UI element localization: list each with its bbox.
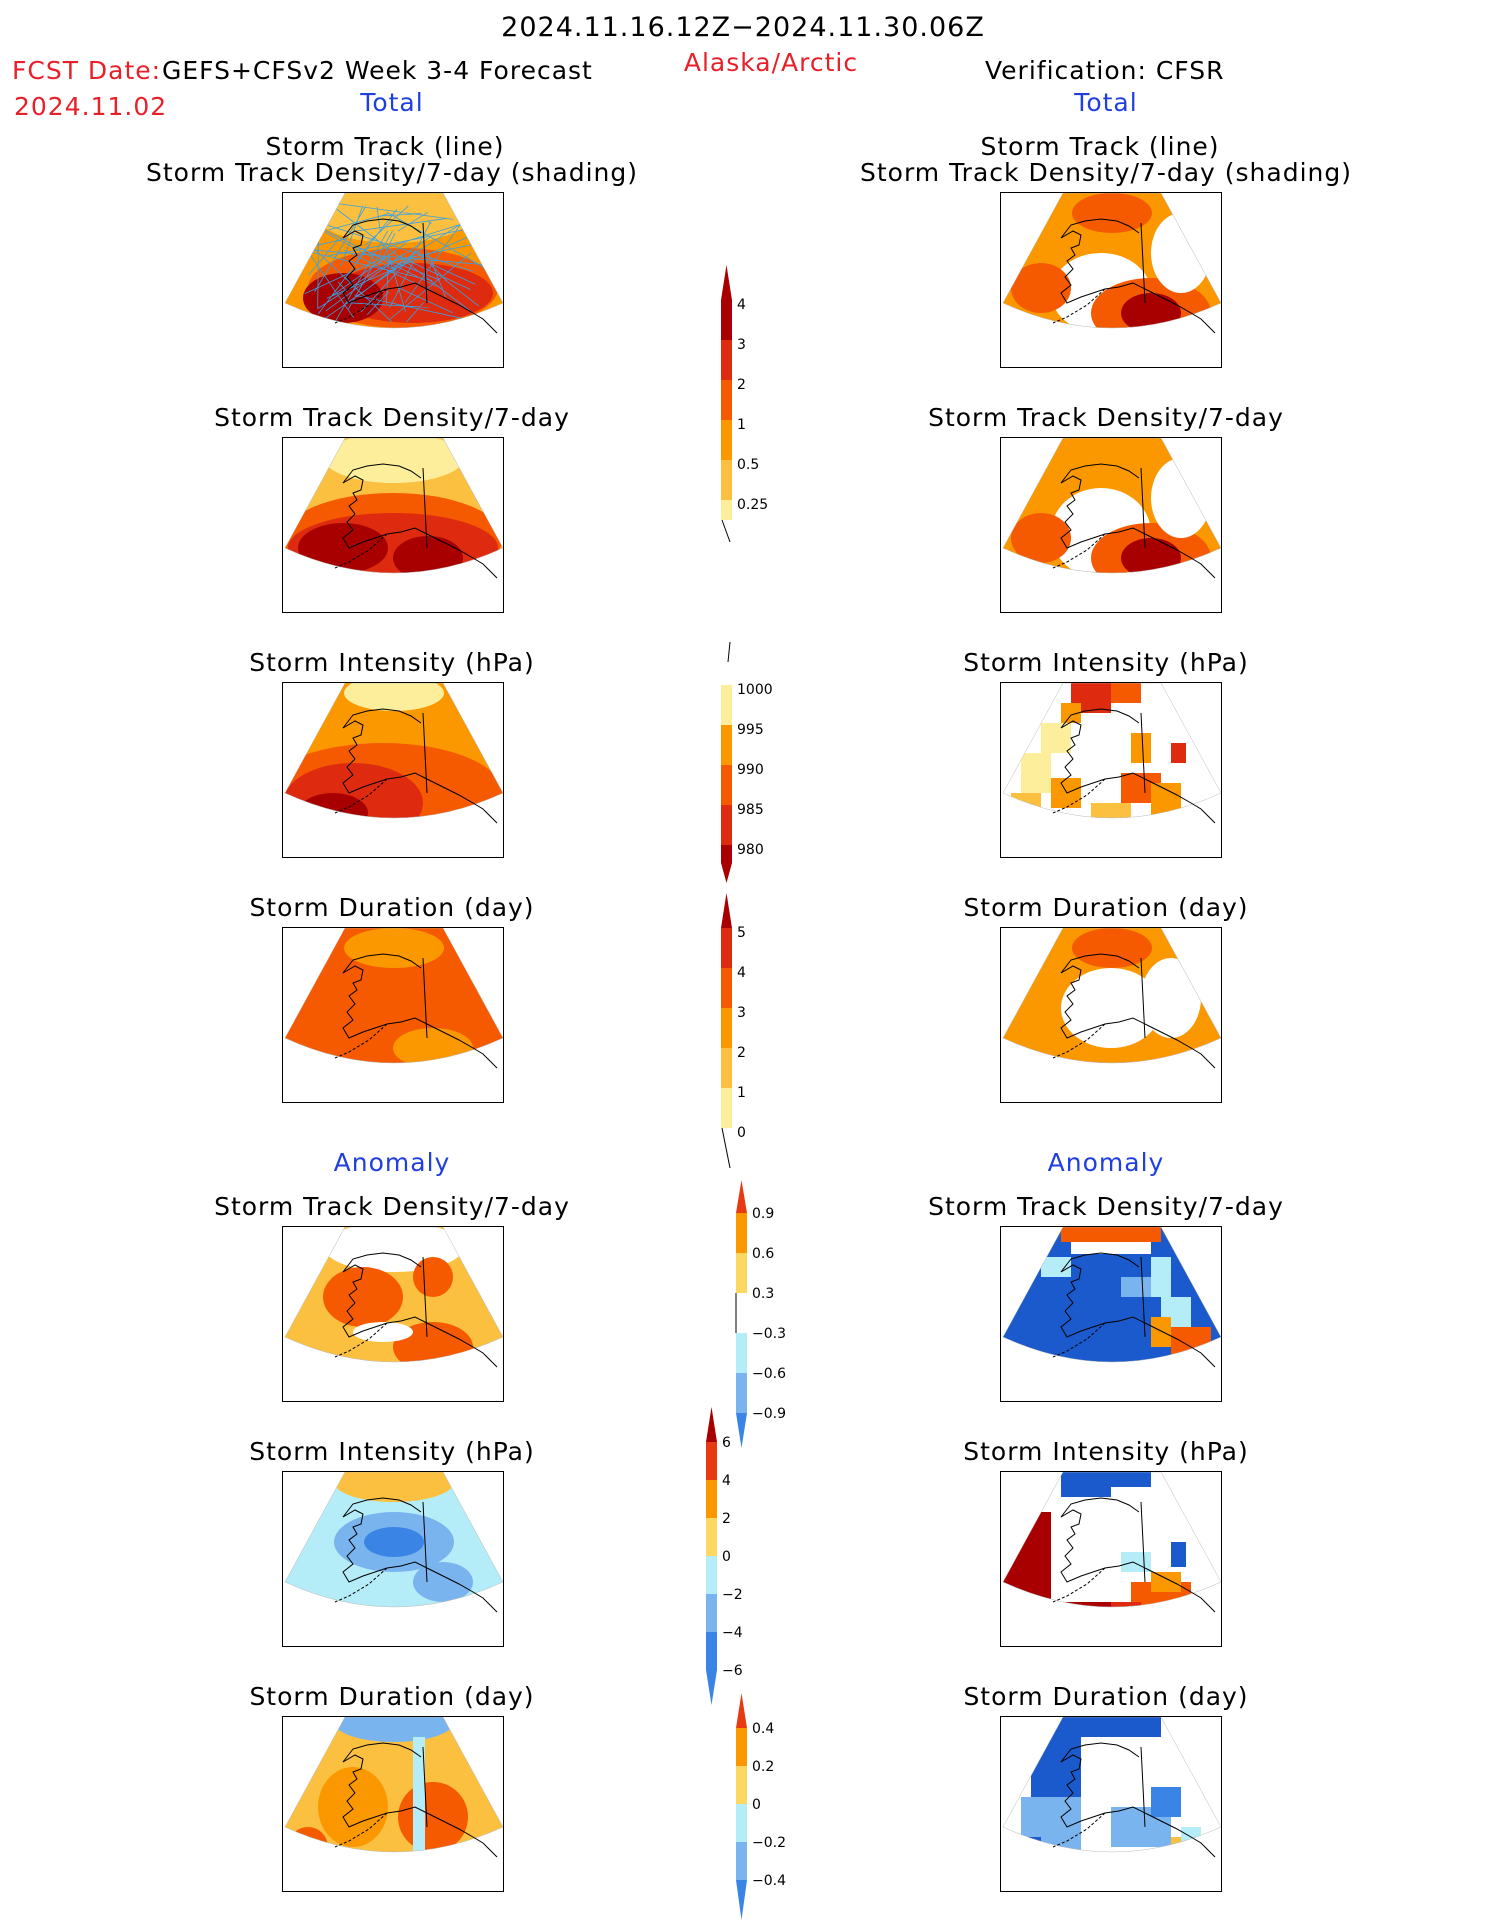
cb4-tick-3: −0.3 <box>752 1326 786 1342</box>
map-right-track <box>1000 192 1222 368</box>
cb3-tick-0: 5 <box>737 925 746 941</box>
cb5-tick-4: −2 <box>722 1587 743 1603</box>
left-intensity-title: Storm Intensity (hPa) <box>249 648 535 677</box>
left-density-anom-title: Storm Track Density/7-day <box>214 1192 570 1221</box>
cb5-tick-5: −4 <box>722 1625 743 1641</box>
colorbar-intensity-anom: 6 4 2 0 −2 −4 −6 <box>706 1407 743 1705</box>
cb3-tick-2: 3 <box>737 1005 746 1021</box>
map-right-intensity <box>1000 682 1222 858</box>
map-left-duration-anom <box>282 1716 504 1892</box>
cb4-tick-4: −0.6 <box>752 1366 786 1382</box>
cb1-tick-2: 2 <box>737 377 746 393</box>
cb2-tick-4: 980 <box>737 842 764 858</box>
map-right-density-anom <box>1000 1226 1222 1402</box>
cb6-tick-4: −0.4 <box>752 1873 786 1889</box>
right-density-title: Storm Track Density/7-day <box>928 403 1284 432</box>
cb5-tick-3: 0 <box>722 1549 731 1565</box>
fcst-date-value: 2024.11.02 <box>14 92 168 121</box>
right-duration-anom-title: Storm Duration (day) <box>963 1682 1249 1711</box>
cb1-tick-5: 0.25 <box>737 497 768 513</box>
right-track-title-2: Storm Track Density/7-day (shading) <box>859 158 1353 187</box>
colorbar-intensity-total: 1000 995 990 985 980 <box>721 641 773 883</box>
verification-label: Verification: CFSR <box>985 56 1225 85</box>
cb6-tick-3: −0.2 <box>752 1835 786 1851</box>
left-density-title: Storm Track Density/7-day <box>214 403 570 432</box>
cb5-tick-1: 4 <box>722 1473 731 1489</box>
cb2-tick-2: 990 <box>737 762 764 778</box>
right-anomaly-label: Anomaly <box>1047 1148 1165 1177</box>
cb1-tick-1: 3 <box>737 337 746 353</box>
cb2-tick-1: 995 <box>737 722 764 738</box>
cb5-tick-2: 2 <box>722 1511 731 1527</box>
cb3-tick-5: 0 <box>737 1125 746 1141</box>
right-intensity-title: Storm Intensity (hPa) <box>963 648 1249 677</box>
left-intensity-anom-title: Storm Intensity (hPa) <box>249 1437 535 1466</box>
map-right-duration <box>1000 927 1222 1103</box>
colorbar-duration-total: 5 4 3 2 1 0 <box>721 893 746 1169</box>
right-density-anom-title: Storm Track Density/7-day <box>928 1192 1284 1221</box>
right-duration-title: Storm Duration (day) <box>963 893 1249 922</box>
map-left-intensity <box>282 682 504 858</box>
map-left-track <box>282 192 504 368</box>
region-title: Alaska/Arctic <box>683 48 859 77</box>
left-anomaly-label: Anomaly <box>333 1148 451 1177</box>
fcst-date-label: FCST Date: <box>12 56 162 85</box>
colorbar-density-anom: 0.9 0.6 0.3 −0.3 −0.6 −0.9 <box>735 1180 786 1448</box>
period-title: 2024.11.16.12Z−2024.11.30.06Z <box>501 12 985 43</box>
cb4-tick-5: −0.9 <box>752 1406 786 1422</box>
right-intensity-anom-title: Storm Intensity (hPa) <box>963 1437 1249 1466</box>
cb4-tick-2: 0.3 <box>752 1286 774 1302</box>
cb2-tick-3: 985 <box>737 802 764 818</box>
left-track-title-2: Storm Track Density/7-day (shading) <box>145 158 639 187</box>
map-right-intensity-anom <box>1000 1471 1222 1647</box>
cb1-tick-3: 1 <box>737 417 746 433</box>
map-left-intensity-anom <box>282 1471 504 1647</box>
map-right-duration-anom <box>1000 1716 1222 1892</box>
colorbar-density-total: 4 3 2 1 0.5 0.25 <box>721 265 768 543</box>
map-left-duration <box>282 927 504 1103</box>
cb5-tick-6: −6 <box>722 1663 743 1679</box>
colorbar-duration-anom: 0.4 0.2 0 −0.2 −0.4 <box>736 1693 786 1920</box>
cb1-tick-4: 0.5 <box>737 457 759 473</box>
left-duration-title: Storm Duration (day) <box>249 893 535 922</box>
cb6-tick-1: 0.2 <box>752 1759 774 1775</box>
cb4-tick-1: 0.6 <box>752 1246 774 1262</box>
cb3-tick-3: 2 <box>737 1045 746 1061</box>
left-duration-anom-title: Storm Duration (day) <box>249 1682 535 1711</box>
cb1-tick-0: 4 <box>737 297 746 313</box>
cb3-tick-1: 4 <box>737 965 746 981</box>
fcst-model: GEFS+CFSv2 Week 3-4 Forecast <box>162 56 593 85</box>
cb4-tick-0: 0.9 <box>752 1206 774 1222</box>
map-right-density <box>1000 437 1222 613</box>
right-track-title-1: Storm Track (line) <box>980 132 1220 161</box>
cb5-tick-0: 6 <box>722 1435 731 1451</box>
map-left-density-anom <box>282 1226 504 1402</box>
cb6-tick-0: 0.4 <box>752 1721 774 1737</box>
right-total-label: Total <box>1074 88 1138 117</box>
cb2-tick-0: 1000 <box>737 682 773 698</box>
cb6-tick-2: 0 <box>752 1797 761 1813</box>
cb3-tick-4: 1 <box>737 1085 746 1101</box>
map-left-density <box>282 437 504 613</box>
left-track-title-1: Storm Track (line) <box>265 132 505 161</box>
left-total-label: Total <box>360 88 424 117</box>
